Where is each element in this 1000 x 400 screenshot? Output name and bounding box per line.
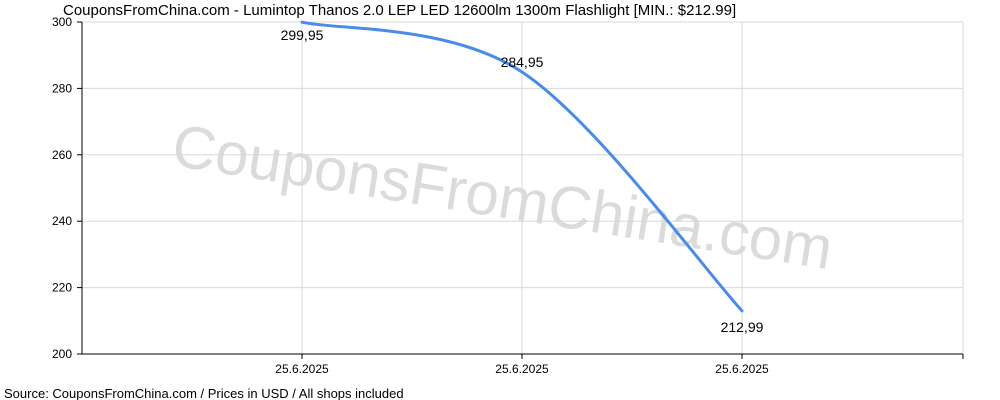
y-tick-label: 240 xyxy=(52,214,72,228)
data-label: 212,99 xyxy=(721,319,764,335)
y-tick-label: 200 xyxy=(52,347,72,361)
data-label: 284,95 xyxy=(501,54,544,70)
data-label: 299,95 xyxy=(281,27,324,43)
data-labels: 299,95 284,95 212,99 xyxy=(281,27,764,335)
y-tick-label: 260 xyxy=(52,148,72,162)
chart-title: CouponsFromChina.com - Lumintop Thanos 2… xyxy=(63,2,736,19)
source-footer: Source: CouponsFromChina.com / Prices in… xyxy=(4,386,404,400)
watermark: CouponsFromChina.com xyxy=(168,112,837,283)
x-tick-label: 25.6.2025 xyxy=(495,362,549,376)
y-axis-ticks: 200 220 240 260 280 300 xyxy=(52,15,82,361)
x-axis-ticks: 25.6.2025 25.6.2025 25.6.2025 xyxy=(275,354,964,376)
y-tick-label: 300 xyxy=(52,15,72,29)
x-tick-label: 25.6.2025 xyxy=(715,362,769,376)
x-tick-label: 25.6.2025 xyxy=(275,362,329,376)
y-tick-label: 280 xyxy=(52,81,72,95)
y-tick-label: 220 xyxy=(52,281,72,295)
price-series xyxy=(300,20,744,313)
price-line xyxy=(300,20,744,313)
